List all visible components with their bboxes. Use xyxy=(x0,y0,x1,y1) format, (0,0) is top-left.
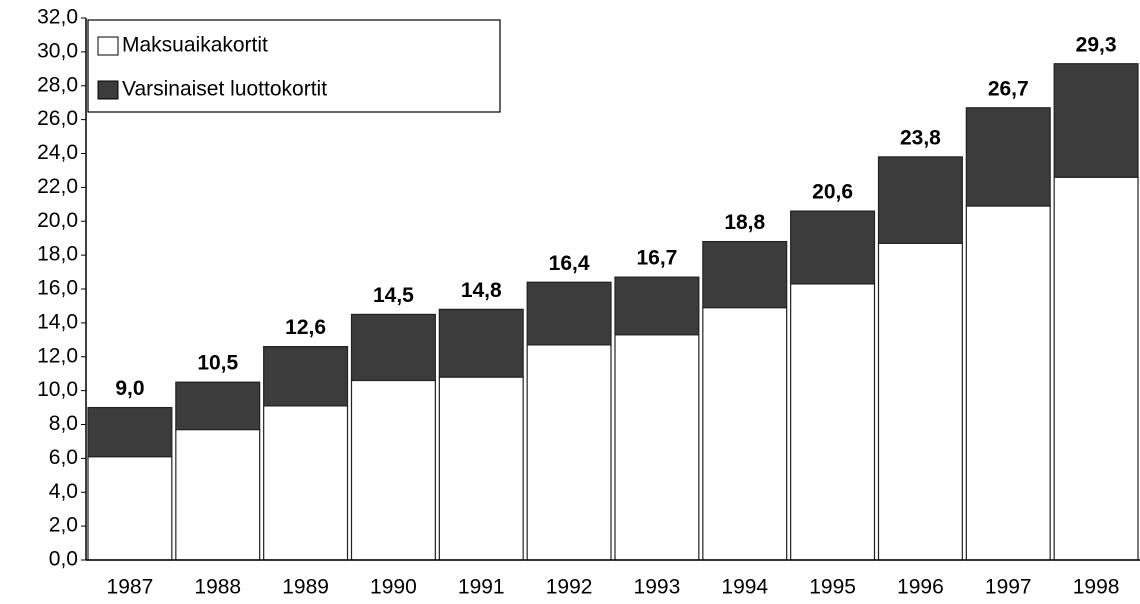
y-tick-label: 24,0 xyxy=(37,141,78,164)
y-tick-label: 2,0 xyxy=(49,514,78,537)
total-label: 9,0 xyxy=(115,377,144,400)
total-label: 18,8 xyxy=(724,211,765,234)
x-tick-label: 1988 xyxy=(194,576,241,599)
bar-segment xyxy=(87,456,173,561)
bar-segment xyxy=(1053,176,1139,561)
legend-swatch xyxy=(97,80,119,100)
y-tick-label: 4,0 xyxy=(49,480,78,503)
y-tick-label: 16,0 xyxy=(37,277,78,300)
legend-label: Maksuaikakortit xyxy=(122,34,268,57)
legend-box xyxy=(87,19,501,113)
x-tick-label: 1998 xyxy=(1073,576,1120,599)
y-tick-label: 26,0 xyxy=(37,107,78,130)
x-tick-label: 1991 xyxy=(458,576,505,599)
x-tick-label: 1994 xyxy=(721,576,768,599)
y-tick-label: 32,0 xyxy=(37,6,78,29)
y-tick-label: 0,0 xyxy=(49,548,78,571)
bar-segment xyxy=(614,276,700,336)
bar-segment xyxy=(1053,63,1139,178)
bar-segment xyxy=(87,406,173,458)
bar-segment xyxy=(702,307,788,561)
y-tick-label: 10,0 xyxy=(37,378,78,401)
bar-segment xyxy=(877,156,963,244)
y-tick-label: 12,0 xyxy=(37,344,78,367)
y-tick-label: 28,0 xyxy=(37,73,78,96)
y-tick-label: 20,0 xyxy=(37,209,78,232)
x-tick-label: 1987 xyxy=(107,576,154,599)
x-tick-label: 1990 xyxy=(370,576,417,599)
bar-segment xyxy=(438,308,524,378)
bar-segment xyxy=(438,376,524,561)
total-label: 10,5 xyxy=(197,352,238,375)
bar-segment xyxy=(877,242,963,561)
x-tick-label: 1996 xyxy=(897,576,944,599)
bar-segment xyxy=(175,381,261,431)
y-tick-label: 8,0 xyxy=(49,412,78,435)
bar-segment xyxy=(965,107,1051,207)
bar-segment xyxy=(263,405,349,561)
total-label: 16,4 xyxy=(549,252,590,275)
x-tick-label: 1997 xyxy=(985,576,1032,599)
bar-segment xyxy=(614,334,700,561)
bar-segment xyxy=(350,379,436,561)
x-tick-label: 1989 xyxy=(282,576,329,599)
bar-segment xyxy=(790,210,876,285)
y-tick-label: 22,0 xyxy=(37,175,78,198)
y-tick-label: 18,0 xyxy=(37,243,78,266)
x-tick-label: 1995 xyxy=(809,576,856,599)
legend-swatch xyxy=(97,36,119,56)
bar-segment xyxy=(702,240,788,309)
total-label: 14,8 xyxy=(461,279,502,302)
bar-segment xyxy=(175,428,261,561)
total-label: 29,3 xyxy=(1076,33,1117,56)
bar-segment xyxy=(263,345,349,407)
bar-segment xyxy=(350,313,436,382)
x-tick-label: 1993 xyxy=(634,576,681,599)
y-tick-label: 6,0 xyxy=(49,446,78,469)
y-tick-label: 30,0 xyxy=(37,39,78,62)
bar-segment xyxy=(790,283,876,561)
legend-label: Varsinaiset luottokortit xyxy=(122,78,327,101)
total-label: 12,6 xyxy=(285,316,326,339)
total-label: 16,7 xyxy=(636,247,677,270)
total-label: 20,6 xyxy=(812,181,853,204)
bar-segment xyxy=(526,281,612,346)
total-label: 26,7 xyxy=(988,77,1029,100)
bar-segment xyxy=(526,344,612,561)
y-tick-label: 14,0 xyxy=(37,310,78,333)
total-label: 23,8 xyxy=(900,126,941,149)
bar-segment xyxy=(965,205,1051,561)
total-label: 14,5 xyxy=(373,284,414,307)
x-tick-label: 1992 xyxy=(546,576,593,599)
